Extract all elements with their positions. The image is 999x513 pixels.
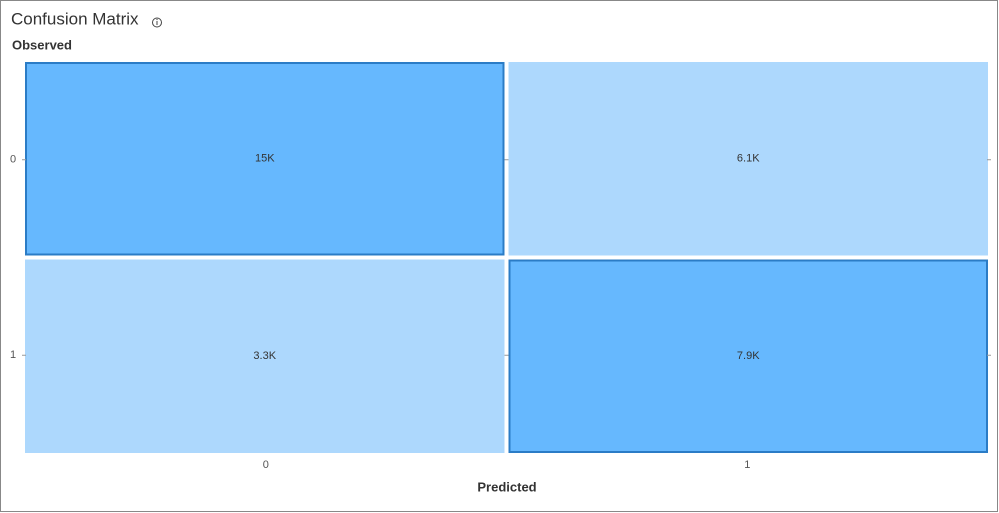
cell — [25, 62, 505, 256]
cell-label: 3.3K — [253, 350, 276, 362]
chart-title: Confusion Matrix — [11, 9, 139, 28]
x-tick-label: 0 — [263, 459, 269, 471]
info-icon[interactable] — [152, 17, 162, 28]
cell — [508, 62, 988, 256]
cell — [25, 259, 505, 453]
x-tick-label: 1 — [744, 459, 750, 471]
y-tick-label: 1 — [10, 349, 16, 361]
y-axis-label: Observed — [12, 37, 72, 52]
cell-label: 7.9K — [737, 350, 760, 362]
y-tick-label: 0 — [10, 154, 16, 166]
x-axis-label: Predicted — [477, 479, 536, 494]
cell — [508, 259, 988, 453]
cell-label: 6.1K — [737, 153, 760, 165]
cell-label: 15K — [255, 153, 275, 165]
